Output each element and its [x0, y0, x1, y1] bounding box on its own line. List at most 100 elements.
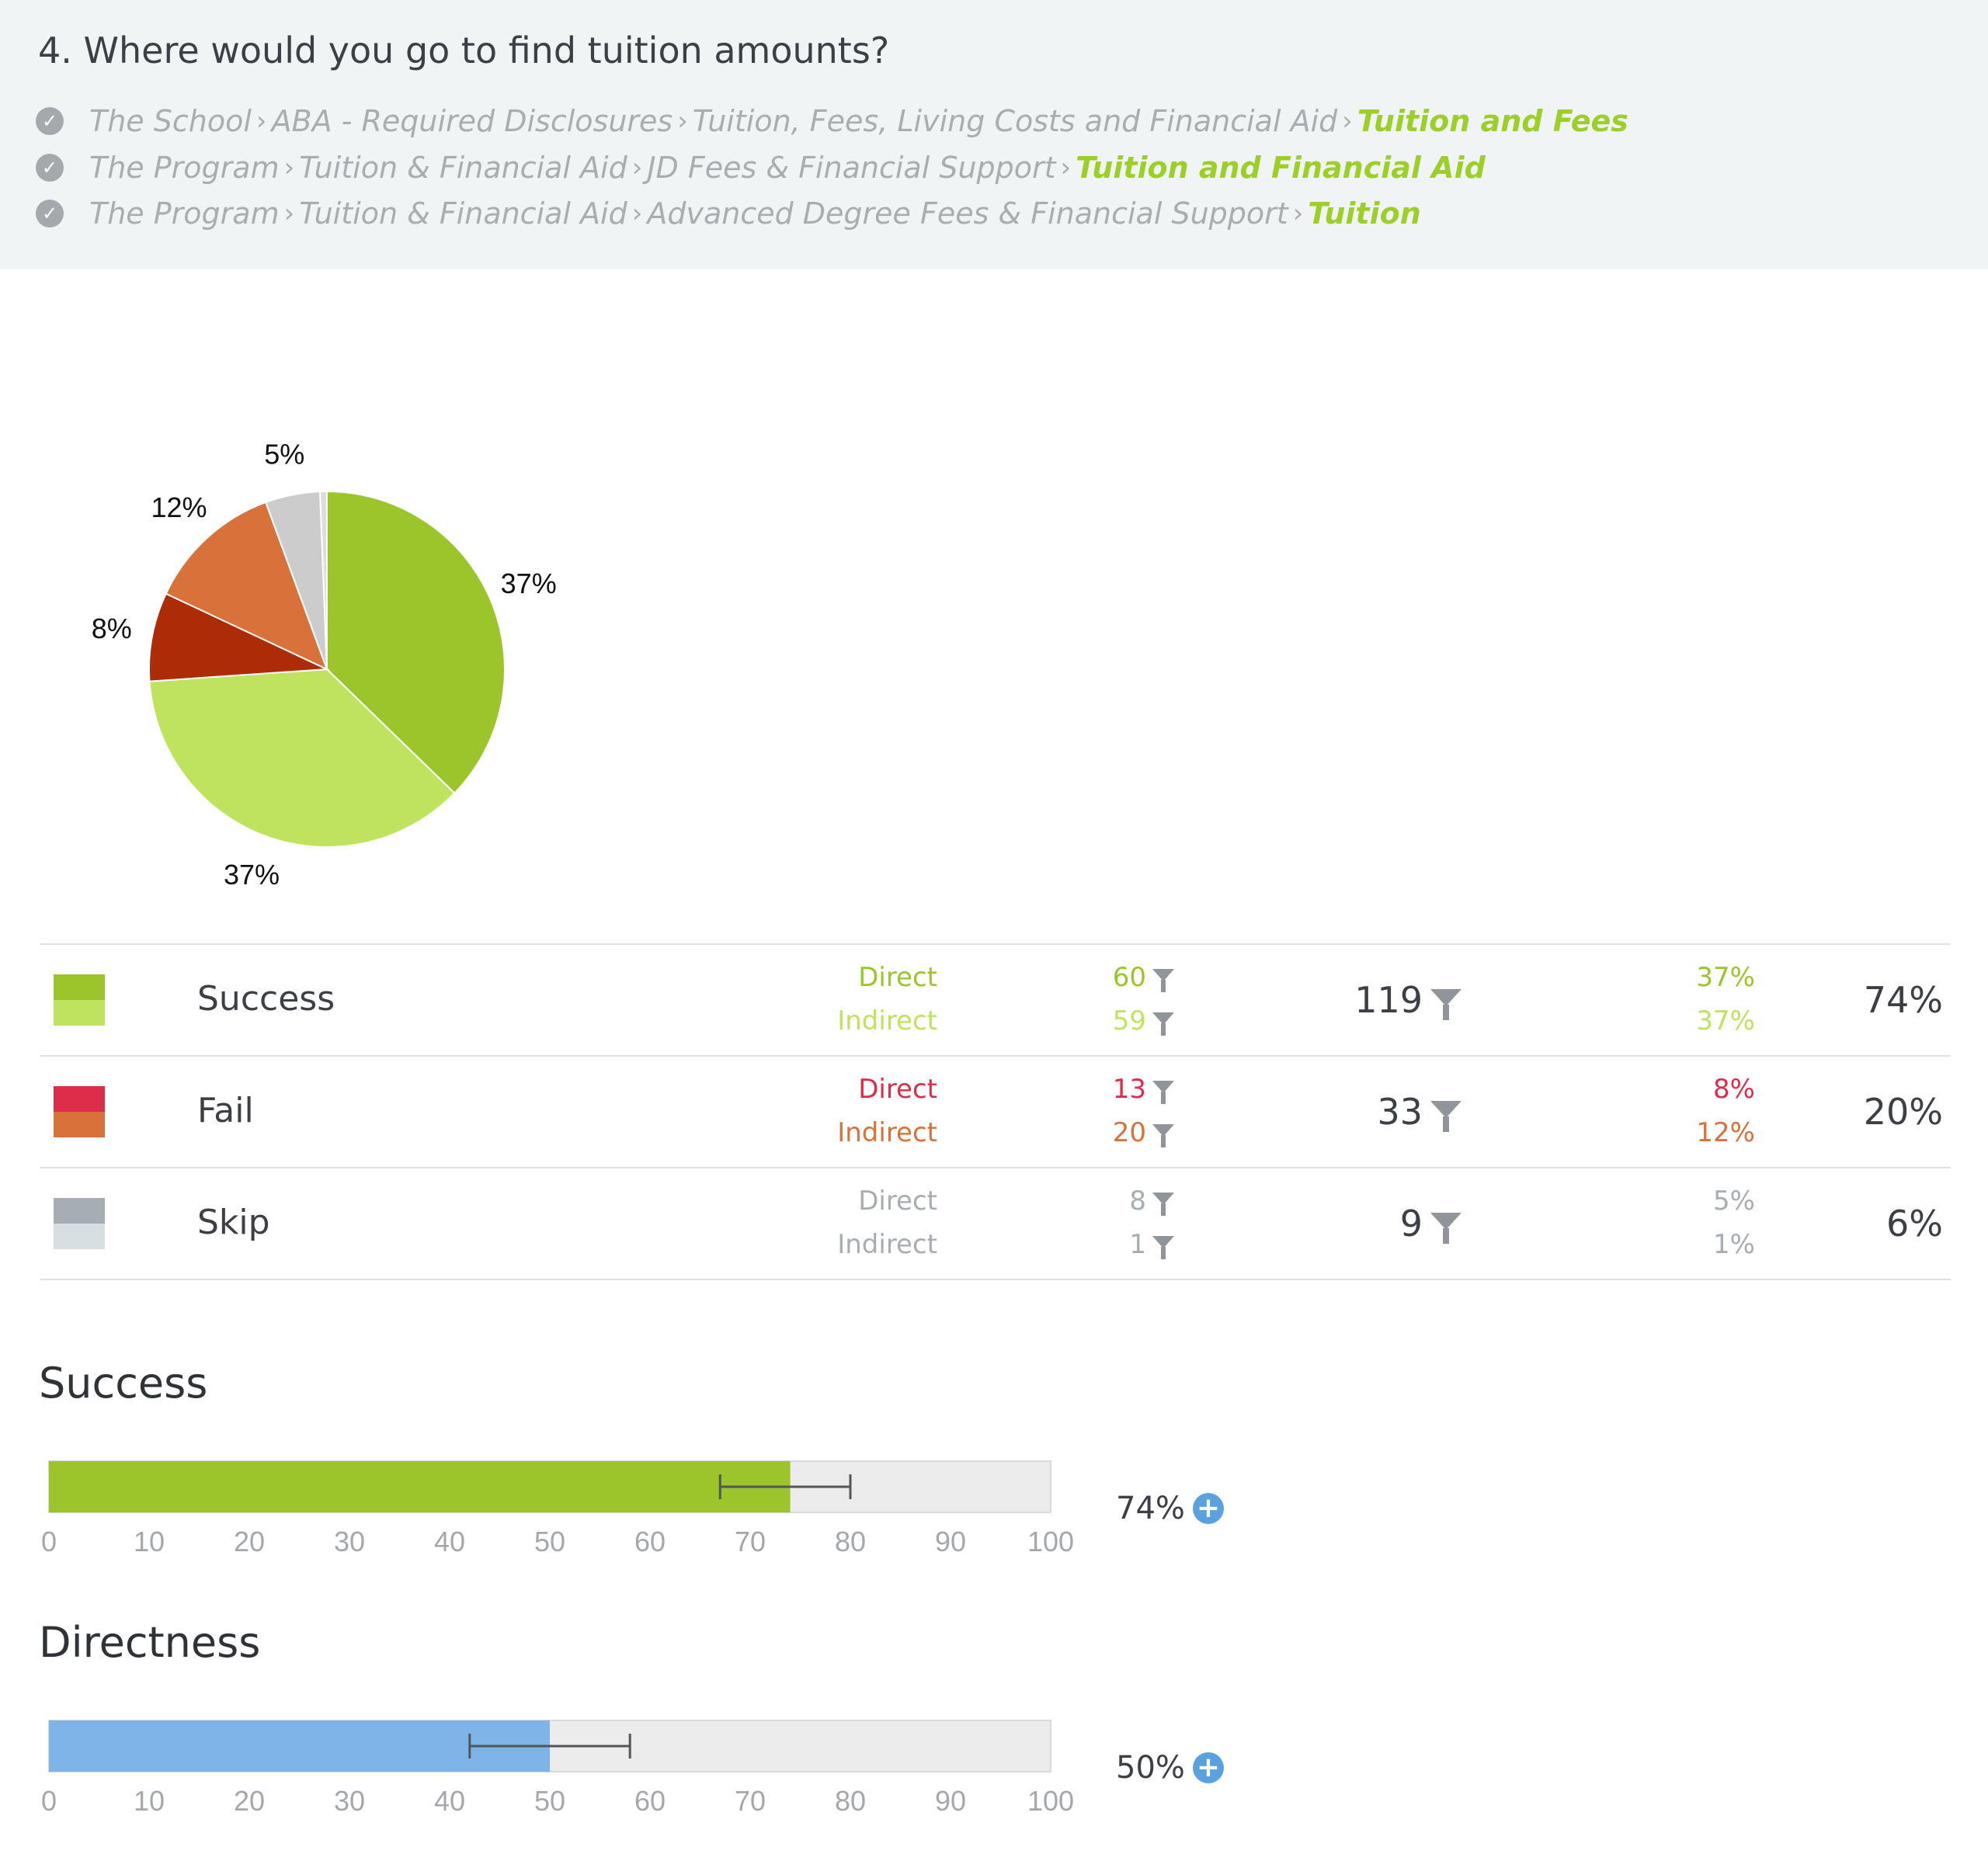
axis-tick-label: 10	[134, 1526, 165, 1557]
outcome-row-skip: Skip Direct Indirect 8 1 9 5% 1% 6%	[40, 1168, 1951, 1280]
check-circle-icon: ✓	[36, 107, 64, 135]
overall-percent: 20%	[1863, 1091, 1943, 1133]
pie-slice-label: 12%	[151, 491, 207, 523]
chevron-right-icon: ›	[677, 106, 688, 137]
directness-bar-chart: 0 10 20 30 40 50 60 70 80 90 100	[41, 1720, 1074, 1817]
direct-count[interactable]: 60	[1019, 962, 1174, 993]
metric-value-label: 50%	[1116, 1750, 1185, 1786]
filter-funnel-icon[interactable]	[1152, 1193, 1174, 1216]
legend-swatch	[54, 974, 105, 1026]
question-header: 4. Where would you go to find tuition am…	[0, 0, 1988, 269]
path-crumb: The School	[89, 104, 252, 138]
path-destination: Tuition and Financial Aid	[1076, 151, 1486, 185]
axis-tick-label: 90	[935, 1526, 966, 1557]
pie-slice	[165, 501, 328, 671]
axis-tick-label: 0	[41, 1785, 57, 1817]
correct-path-2: ✓ The Program › Tuition & Financial Aid …	[36, 148, 1486, 187]
axis-tick-label: 50	[534, 1785, 565, 1817]
indirect-label: Indirect	[837, 1117, 937, 1148]
axis-tick-label: 60	[634, 1785, 666, 1817]
direct-label: Direct	[858, 962, 937, 993]
path-destination: Tuition	[1308, 196, 1421, 231]
chevron-right-icon: ›	[1342, 106, 1353, 137]
axis-tick-label: 90	[935, 1785, 966, 1817]
correct-path-3: ✓ The Program › Tuition & Financial Aid …	[36, 194, 1421, 233]
path-crumb: Tuition & Financial Aid	[299, 151, 627, 185]
filter-funnel-icon[interactable]	[1152, 1012, 1174, 1036]
axis-tick-label: 100	[1027, 1785, 1074, 1817]
chevron-right-icon: ›	[631, 198, 643, 229]
axis-tick-label: 70	[735, 1785, 766, 1817]
direct-count[interactable]: 13	[1019, 1074, 1174, 1105]
indirect-count[interactable]: 59	[1019, 1005, 1174, 1036]
direct-count[interactable]: 8	[1019, 1186, 1174, 1217]
outcome-row-fail: Fail Direct Indirect 13 20 33 8% 12% 20%	[40, 1057, 1951, 1168]
overall-percent: 6%	[1886, 1203, 1943, 1245]
indirect-label: Indirect	[837, 1229, 937, 1260]
chevron-right-icon: ›	[283, 198, 295, 229]
outcome-label: Fail	[197, 1091, 254, 1130]
outcome-label: Skip	[197, 1203, 270, 1242]
pie-slice	[148, 668, 456, 848]
outcome-label: Success	[197, 979, 335, 1019]
indirect-count[interactable]: 20	[1019, 1117, 1174, 1148]
pie-slice-label: 5%	[264, 438, 304, 470]
axis-tick-label: 70	[735, 1526, 766, 1557]
pie-slice	[148, 592, 330, 682]
indirect-count[interactable]: 1	[1019, 1229, 1174, 1260]
outcome-pie-chart: 37% 37% 8% 12% 5%	[92, 438, 557, 891]
bar-fill	[49, 1720, 550, 1772]
direct-percent: 5%	[1713, 1186, 1755, 1217]
total-count[interactable]: 9	[1400, 1203, 1461, 1245]
chevron-right-icon: ›	[1292, 198, 1304, 229]
filter-funnel-icon[interactable]	[1152, 969, 1174, 992]
indirect-percent: 37%	[1696, 1005, 1755, 1036]
axis-tick-label: 30	[334, 1526, 365, 1557]
total-count[interactable]: 33	[1377, 1091, 1461, 1133]
success-metric-title: Success	[39, 1359, 208, 1408]
total-count[interactable]: 119	[1354, 979, 1461, 1021]
direct-label: Direct	[858, 1074, 937, 1105]
direct-label: Direct	[858, 1186, 937, 1217]
pie-slice-label: 37%	[224, 859, 280, 891]
legend-swatch	[54, 1086, 105, 1137]
chevron-right-icon: ›	[1060, 152, 1072, 183]
plus-circle-icon[interactable]: +	[1192, 1752, 1224, 1783]
filter-funnel-icon[interactable]	[1152, 1081, 1174, 1104]
indirect-percent: 1%	[1713, 1229, 1755, 1260]
check-circle-icon: ✓	[36, 154, 64, 182]
bar-fill	[49, 1461, 791, 1512]
metric-value-label: 74%	[1116, 1491, 1185, 1526]
correct-path-1: ✓ The School › ABA - Required Disclosure…	[36, 102, 1628, 141]
filter-funnel-icon[interactable]	[1430, 1101, 1461, 1132]
direct-percent: 37%	[1696, 962, 1755, 993]
filter-funnel-icon[interactable]	[1430, 1213, 1461, 1244]
directness-metric-value: 50% +	[1116, 1750, 1224, 1786]
chevron-right-icon: ›	[283, 152, 295, 183]
axis-tick-label: 40	[434, 1785, 465, 1817]
axis-tick-label: 20	[234, 1785, 265, 1817]
path-crumb: ABA - Required Disclosures	[271, 104, 673, 138]
axis-tick-label: 50	[534, 1526, 565, 1557]
indirect-percent: 12%	[1696, 1117, 1755, 1148]
axis-tick-label: 80	[835, 1526, 866, 1557]
axis-tick-label: 20	[234, 1526, 265, 1557]
path-crumb: JD Fees & Financial Support	[647, 151, 1056, 185]
check-circle-icon: ✓	[36, 200, 64, 227]
outcome-row-success: Success Direct Indirect 60 59 119 37% 37…	[40, 945, 1951, 1057]
axis-tick-label: 80	[835, 1785, 866, 1817]
path-crumb: Tuition, Fees, Living Costs and Financia…	[692, 104, 1338, 138]
filter-funnel-icon[interactable]	[1430, 989, 1461, 1020]
axis-tick-label: 30	[334, 1785, 365, 1817]
overall-percent: 74%	[1863, 979, 1943, 1021]
plus-circle-icon[interactable]: +	[1192, 1493, 1224, 1524]
path-destination: Tuition and Fees	[1357, 104, 1628, 138]
path-crumb: The Program	[89, 196, 280, 231]
legend-swatch	[54, 1198, 105, 1249]
axis-tick-label: 60	[634, 1526, 666, 1557]
success-metric-value: 74% +	[1116, 1491, 1224, 1526]
filter-funnel-icon[interactable]	[1152, 1236, 1174, 1259]
filter-funnel-icon[interactable]	[1152, 1124, 1174, 1148]
path-crumb: Advanced Degree Fees & Financial Support	[647, 196, 1288, 231]
axis-tick-label: 40	[434, 1526, 465, 1557]
